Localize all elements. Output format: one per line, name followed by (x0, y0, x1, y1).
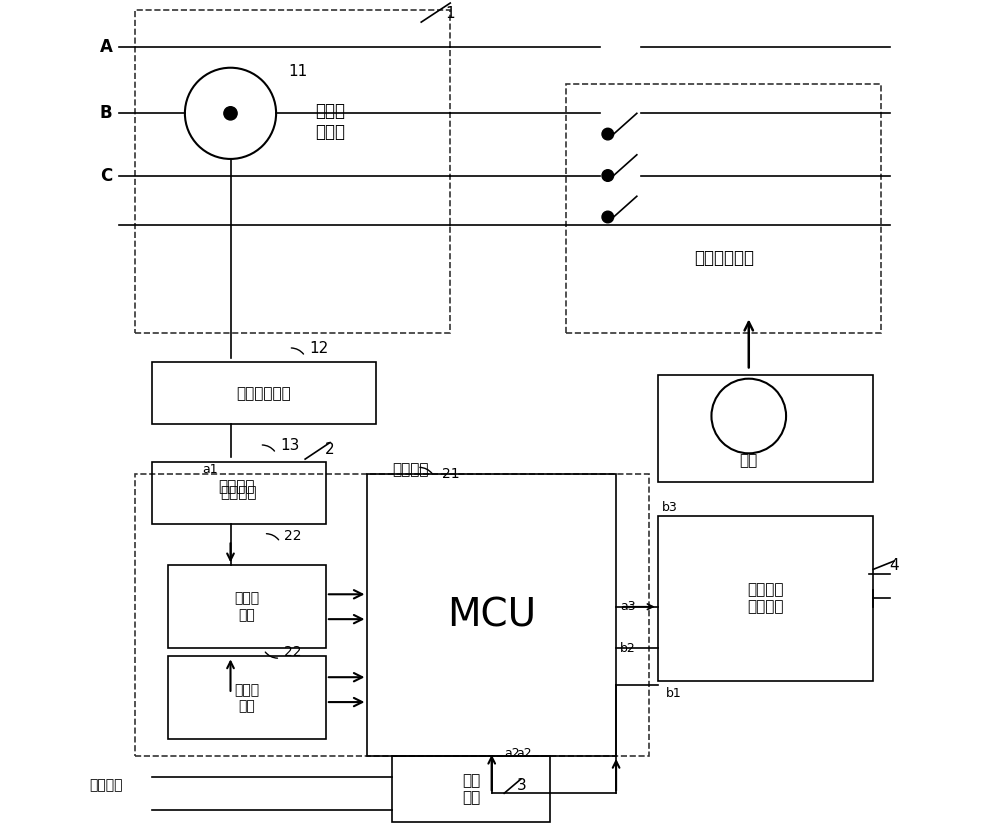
Circle shape (602, 211, 614, 223)
Text: 4: 4 (890, 557, 899, 572)
Text: 主控模块: 主控模块 (218, 479, 255, 494)
Text: 供电
模块: 供电 模块 (462, 773, 480, 805)
Text: 12: 12 (309, 341, 329, 356)
Text: 线圈电流
控制模块: 线圈电流 控制模块 (747, 582, 784, 615)
Text: C: C (100, 166, 112, 185)
Text: b2: b2 (620, 641, 636, 655)
Text: 放大电路: 放大电路 (221, 485, 257, 500)
Bar (152, 362, 376, 424)
Text: B: B (100, 104, 112, 122)
Text: 数模转
换器: 数模转 换器 (235, 592, 260, 622)
Bar (566, 84, 881, 333)
Bar (135, 10, 450, 333)
Text: a1: a1 (202, 463, 218, 477)
Text: 主控模块: 主控模块 (392, 463, 429, 478)
Bar (367, 474, 616, 756)
Bar (658, 374, 873, 483)
Bar (168, 656, 326, 740)
Text: 信号采
集模块: 信号采 集模块 (315, 102, 345, 141)
Text: 1: 1 (445, 7, 455, 22)
Text: MCU: MCU (447, 596, 536, 634)
Text: 13: 13 (280, 438, 300, 453)
Circle shape (602, 170, 614, 181)
Text: 线圈取电: 线圈取电 (90, 778, 123, 792)
Text: a3: a3 (620, 600, 636, 613)
Text: 21: 21 (442, 467, 460, 481)
Text: 触头动作机构: 触头动作机构 (694, 250, 754, 267)
Text: 22: 22 (284, 529, 302, 543)
Text: a2: a2 (517, 747, 532, 760)
Text: b1: b1 (666, 687, 682, 701)
Bar (152, 462, 326, 524)
Bar (658, 516, 873, 681)
Text: 低通滤波电路: 低通滤波电路 (236, 386, 291, 401)
Text: A: A (100, 38, 113, 56)
Bar (168, 565, 326, 648)
Text: a2: a2 (504, 747, 520, 760)
Circle shape (224, 106, 237, 120)
Text: 线圈: 线圈 (740, 453, 758, 468)
Text: 3: 3 (517, 777, 526, 793)
Text: 22: 22 (284, 646, 302, 659)
Text: 数模转
换器: 数模转 换器 (235, 683, 260, 713)
Circle shape (602, 128, 614, 140)
Bar (392, 756, 550, 822)
Text: 2: 2 (325, 442, 335, 457)
Text: 11: 11 (289, 64, 308, 79)
Text: b3: b3 (662, 501, 677, 513)
Bar (135, 474, 649, 756)
